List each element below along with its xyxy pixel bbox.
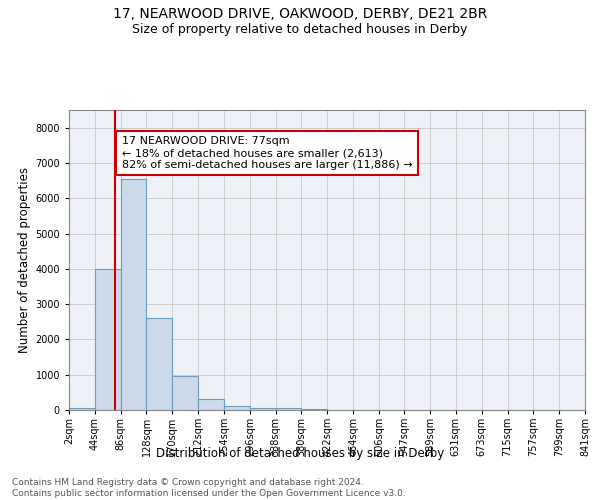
Text: 17 NEARWOOD DRIVE: 77sqm
← 18% of detached houses are smaller (2,613)
82% of sem: 17 NEARWOOD DRIVE: 77sqm ← 18% of detach… — [122, 136, 413, 170]
Bar — [250, 408, 275, 410]
Text: Size of property relative to detached houses in Derby: Size of property relative to detached ho… — [133, 22, 467, 36]
Bar — [198, 400, 224, 410]
Bar — [121, 179, 146, 410]
Text: Contains HM Land Registry data © Crown copyright and database right 2024.
Contai: Contains HM Land Registry data © Crown c… — [12, 478, 406, 498]
Bar — [224, 406, 250, 410]
Y-axis label: Number of detached properties: Number of detached properties — [18, 167, 31, 353]
Text: Distribution of detached houses by size in Derby: Distribution of detached houses by size … — [156, 448, 444, 460]
Bar — [146, 318, 172, 410]
Bar — [95, 269, 121, 410]
Bar — [69, 408, 95, 410]
Bar — [275, 408, 301, 410]
Text: 17, NEARWOOD DRIVE, OAKWOOD, DERBY, DE21 2BR: 17, NEARWOOD DRIVE, OAKWOOD, DERBY, DE21… — [113, 8, 487, 22]
Bar — [172, 376, 198, 410]
